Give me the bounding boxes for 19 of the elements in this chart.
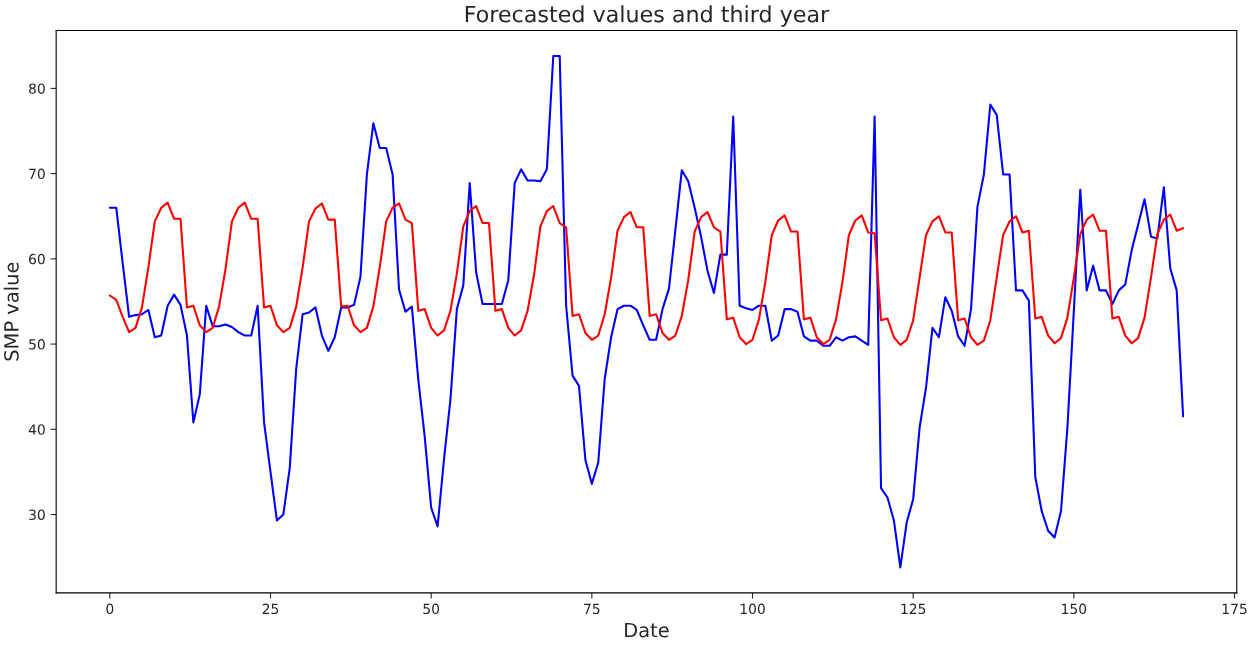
line-series [108,54,1185,569]
x-tick-label: 25 [262,603,279,615]
y-tick-label: 70 [29,168,45,180]
y-tick-label: 30 [29,509,45,520]
x-tick-label: 125 [901,603,926,615]
x-tick-label: 50 [423,603,440,615]
y-axis-title: SMP value [3,262,19,361]
y-tick-label: 60 [29,253,45,265]
x-tick-label: 100 [740,603,765,615]
x-tick-label: 175 [1222,603,1247,615]
x-tick-label: 150 [1062,603,1087,615]
y-tick-label: 80 [29,83,45,94]
x-axis-title: Date [625,622,669,638]
x-tick-label: 75 [584,603,600,615]
chart-title: Forecasted values and third year [465,5,830,27]
x-tick-label: 0 [106,603,114,615]
line-series [108,201,1185,346]
y-tick-label: 40 [28,424,45,435]
y-tick-label: 50 [29,339,45,350]
